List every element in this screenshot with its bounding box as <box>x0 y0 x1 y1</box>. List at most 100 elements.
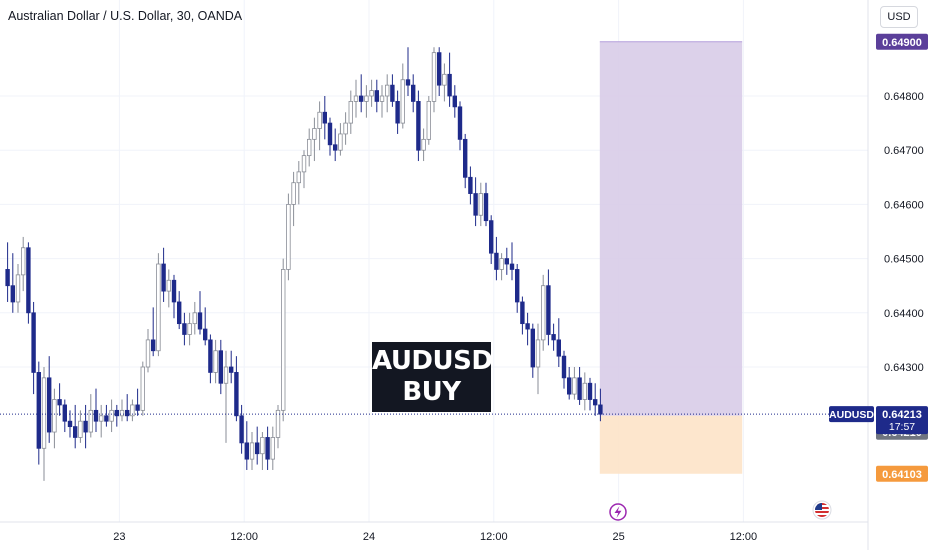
candle <box>520 296 525 335</box>
candle <box>452 85 457 118</box>
candle-body <box>593 399 598 406</box>
currency-button[interactable]: USD <box>880 6 918 28</box>
candle-body <box>192 312 197 325</box>
candle-body <box>488 220 494 254</box>
candle <box>156 253 161 357</box>
candle-body <box>567 377 572 395</box>
candle-body <box>249 442 255 460</box>
candle-body <box>556 339 561 357</box>
candle <box>265 426 270 470</box>
candle-body <box>176 301 182 325</box>
candle-body <box>88 409 93 433</box>
candle <box>546 269 551 346</box>
candle-body <box>400 79 405 124</box>
candle <box>52 388 57 449</box>
candle <box>78 410 83 443</box>
candle-body <box>582 382 587 400</box>
candle-body <box>390 84 395 102</box>
candle <box>379 85 385 118</box>
candle <box>327 117 333 156</box>
candle <box>499 253 504 281</box>
candle <box>296 161 301 205</box>
candle-body <box>114 409 119 417</box>
candle-body <box>442 73 447 86</box>
stop-price-tag-bg <box>876 465 928 482</box>
candle <box>390 74 395 107</box>
candle-body <box>317 111 322 129</box>
profit-zone <box>599 41 743 416</box>
candle <box>67 410 73 438</box>
candle-body <box>52 399 57 433</box>
candle <box>478 182 483 227</box>
candle <box>213 339 218 384</box>
candle <box>62 399 67 433</box>
candle-body <box>301 155 307 173</box>
candle-body <box>83 420 88 433</box>
candle <box>301 150 307 189</box>
position-zones <box>599 41 743 474</box>
candle <box>567 367 572 400</box>
candle <box>15 264 21 313</box>
time-axis[interactable]: 23 12:00 24 12:00 25 12:00 <box>113 531 757 543</box>
candle-body <box>520 301 525 325</box>
candle-body <box>36 372 41 449</box>
candle <box>36 361 41 465</box>
candle-body <box>171 279 177 303</box>
candle <box>135 388 140 416</box>
candle <box>572 367 577 400</box>
candle-body <box>41 377 47 449</box>
candle <box>369 79 374 107</box>
candle <box>57 383 62 416</box>
x-tick-label: 12:00 <box>730 531 758 543</box>
candle-body <box>15 274 21 303</box>
candle-body <box>312 128 317 140</box>
us-flag-event-icon[interactable] <box>812 500 832 520</box>
candle <box>171 274 177 319</box>
candle-body <box>213 350 218 373</box>
candle <box>176 291 182 330</box>
candle-body <box>369 90 374 97</box>
candle-body <box>426 101 431 140</box>
candle <box>535 323 541 395</box>
candle-body <box>348 101 353 124</box>
candle-body <box>270 437 275 460</box>
candle <box>145 329 151 373</box>
x-tick-label: 25 <box>612 531 624 543</box>
candle <box>5 242 10 302</box>
candle <box>234 356 239 422</box>
symbol-tag-bg <box>829 406 874 423</box>
stop-price-tag: 0.64103 <box>876 465 928 482</box>
candle-body <box>327 122 333 146</box>
candle <box>395 90 400 134</box>
candle-body <box>57 399 62 406</box>
candle-body <box>332 144 338 151</box>
candle-body <box>62 404 67 422</box>
candle-body <box>182 323 187 335</box>
candle <box>442 63 447 102</box>
candle-body <box>478 193 483 216</box>
candle-body <box>587 382 593 400</box>
candle <box>494 236 499 281</box>
candle <box>20 236 26 292</box>
price-axis[interactable]: 0.64300 0.64400 0.64500 0.64600 0.64700 0.648… <box>884 91 924 374</box>
candle-body <box>379 95 385 102</box>
candle-body <box>286 203 291 270</box>
trade-idea-banner: AUDUSD BUY <box>372 342 493 412</box>
candle <box>291 171 296 227</box>
candle-body <box>275 409 281 438</box>
candle-body <box>421 138 426 151</box>
candle-body <box>208 339 213 373</box>
candle <box>286 193 291 281</box>
candle-body <box>546 285 551 335</box>
candle-body <box>577 377 582 400</box>
banner-direction: BUY <box>402 377 461 407</box>
symbol-title[interactable]: Australian Dollar / U.S. Dollar, 30, OAN… <box>8 9 243 23</box>
candle <box>88 394 93 438</box>
candle-body <box>197 312 203 330</box>
candle-body <box>156 263 161 352</box>
lightning-event-icon[interactable] <box>609 503 627 521</box>
x-tick-label: 23 <box>113 531 125 543</box>
candle <box>421 128 426 162</box>
candle-body <box>296 171 301 184</box>
